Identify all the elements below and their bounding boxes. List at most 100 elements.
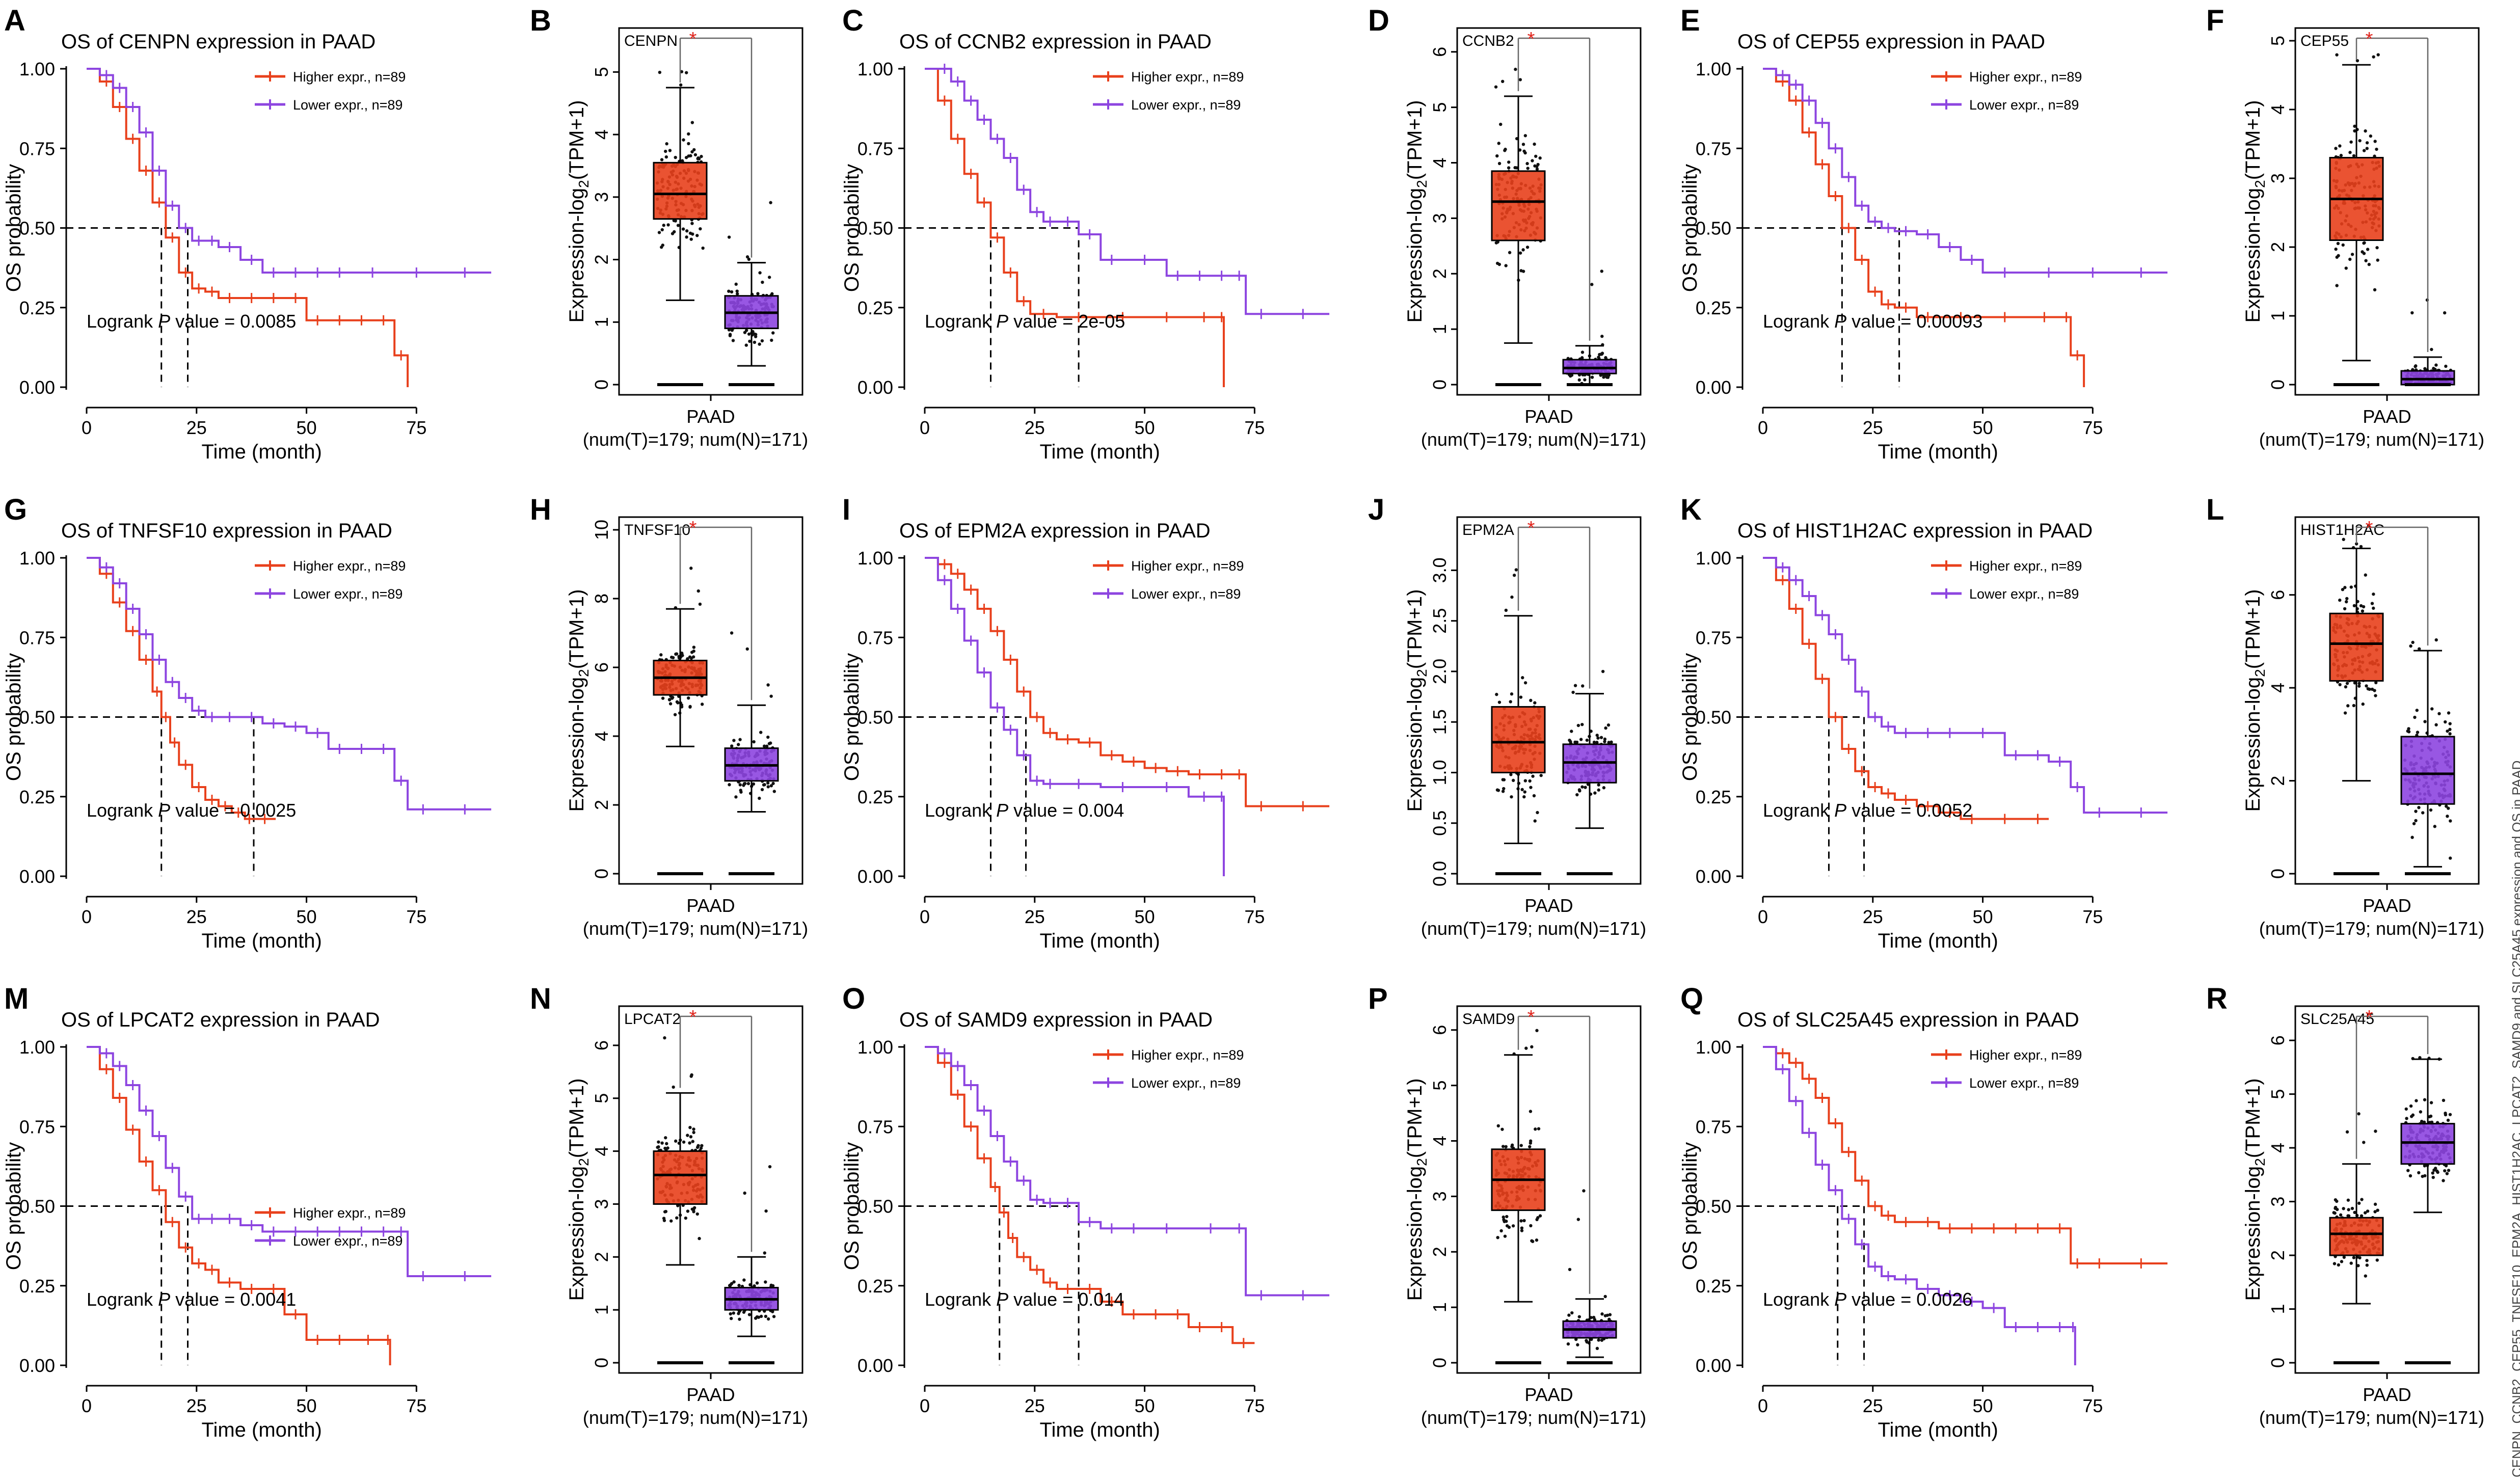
box-normal xyxy=(2400,736,2455,805)
data-point xyxy=(1568,1268,1572,1272)
data-point xyxy=(2362,605,2366,609)
data-point xyxy=(660,228,664,232)
data-point xyxy=(687,142,690,146)
data-point xyxy=(2419,1110,2423,1114)
x-tick-label: 0 xyxy=(82,1395,92,1416)
data-point xyxy=(1507,160,1511,164)
legend-label: Higher expr., n=89 xyxy=(1969,558,2082,574)
plot-frame xyxy=(618,1005,803,1374)
data-point xyxy=(680,70,684,73)
data-point xyxy=(674,219,677,223)
panel-letter: F xyxy=(2206,4,2224,37)
sig-star: * xyxy=(2366,1007,2373,1028)
data-point xyxy=(763,1251,766,1255)
data-point xyxy=(2444,1113,2448,1117)
y-tick-label: 0 xyxy=(591,380,612,390)
data-point xyxy=(763,783,766,787)
plot-frame xyxy=(618,516,803,885)
data-point xyxy=(736,743,740,746)
data-point xyxy=(663,1036,666,1040)
data-point xyxy=(680,652,684,656)
data-point xyxy=(692,645,696,649)
data-point xyxy=(2412,822,2416,825)
panel-O: O OS of SAMD9 expression in PAAD 0.00 0.25 0… xyxy=(838,978,1355,1470)
y-axis-label: Expression-log2(TPM+1) xyxy=(1404,589,1430,812)
gene-label: TNFSF10 xyxy=(624,522,690,538)
data-point xyxy=(1571,690,1575,694)
y-tick-label: 5 xyxy=(2267,36,2288,46)
y-tick-label: 1.00 xyxy=(19,548,55,569)
x-tick-label: 25 xyxy=(186,1395,207,1416)
data-point xyxy=(693,153,698,156)
data-point xyxy=(1497,700,1502,704)
data-point xyxy=(1529,698,1533,703)
y-tick-label: 2.5 xyxy=(1429,608,1450,634)
gene-label: CENPN xyxy=(624,33,678,49)
data-point xyxy=(2434,723,2438,726)
y-tick-label: 0.75 xyxy=(1696,138,1731,159)
panel-letter: Q xyxy=(1680,982,1703,1015)
x-tick-label: 50 xyxy=(297,1395,317,1416)
data-point xyxy=(2360,1214,2364,1218)
data-point xyxy=(728,783,731,787)
gene-label: EPM2A xyxy=(1462,522,1514,538)
data-point xyxy=(2448,1113,2452,1116)
data-point xyxy=(692,1130,695,1135)
data-point xyxy=(2352,154,2356,158)
data-point xyxy=(1504,1145,1508,1148)
sig-star: * xyxy=(689,518,697,539)
km-curve-lower xyxy=(925,1046,1330,1297)
data-point xyxy=(695,234,699,237)
data-point xyxy=(1500,1127,1504,1131)
data-point xyxy=(1533,701,1537,705)
logrank-text: Logrank P value = 0.00093 xyxy=(1763,311,1982,332)
data-point xyxy=(2443,1169,2447,1173)
km-title: OS of CCNB2 expression in PAAD xyxy=(899,31,1212,53)
data-point xyxy=(1505,1215,1509,1219)
panel-letter: O xyxy=(842,982,865,1015)
data-point xyxy=(1530,1045,1534,1049)
y-tick-label: 5 xyxy=(1429,1081,1450,1091)
data-point xyxy=(2408,1174,2412,1178)
data-point xyxy=(1522,149,1526,153)
data-point xyxy=(2420,1119,2424,1123)
data-point xyxy=(2338,144,2342,148)
x-tick-label: 25 xyxy=(186,906,207,927)
data-point xyxy=(2431,1175,2435,1179)
legend-label: Lower expr., n=89 xyxy=(1131,586,1241,602)
data-point xyxy=(1581,684,1585,688)
y-tick-label: 0.00 xyxy=(1696,377,1731,398)
data-point xyxy=(690,222,694,225)
data-point xyxy=(2343,607,2347,611)
data-point xyxy=(1604,373,1607,377)
x-axis-sublabel: (num(T)=179; num(N)=171) xyxy=(2259,1407,2484,1428)
data-point xyxy=(2374,681,2378,685)
y-tick-label: 4 xyxy=(2267,1143,2288,1153)
data-point xyxy=(1519,1219,1523,1223)
x-axis-label: Time (month) xyxy=(1878,930,1998,952)
data-point xyxy=(1507,1225,1511,1229)
y-tick-label: 6 xyxy=(591,1040,612,1050)
data-point xyxy=(1606,723,1611,727)
panel-letter: R xyxy=(2206,982,2228,1015)
data-point xyxy=(1520,788,1524,792)
data-point xyxy=(686,1209,690,1213)
data-point xyxy=(2357,1112,2361,1116)
data-point xyxy=(1523,779,1527,783)
x-tick-label: 25 xyxy=(1863,1395,1883,1416)
data-point xyxy=(2407,730,2411,734)
data-point xyxy=(1511,778,1515,783)
plot-frame xyxy=(2294,516,2480,885)
data-point xyxy=(688,231,692,235)
data-point xyxy=(1521,676,1524,680)
y-tick-label: 1.00 xyxy=(19,1037,55,1058)
data-point xyxy=(2417,1171,2421,1175)
data-point xyxy=(1510,795,1513,799)
data-point xyxy=(738,1317,741,1321)
y-axis-label: Expression-log2(TPM+1) xyxy=(566,100,592,323)
data-point xyxy=(1595,1346,1599,1351)
data-point xyxy=(2334,147,2338,150)
y-tick-label: 5 xyxy=(591,67,612,77)
x-tick-label: 0 xyxy=(82,417,92,438)
legend-label: Higher expr., n=89 xyxy=(293,1205,406,1221)
